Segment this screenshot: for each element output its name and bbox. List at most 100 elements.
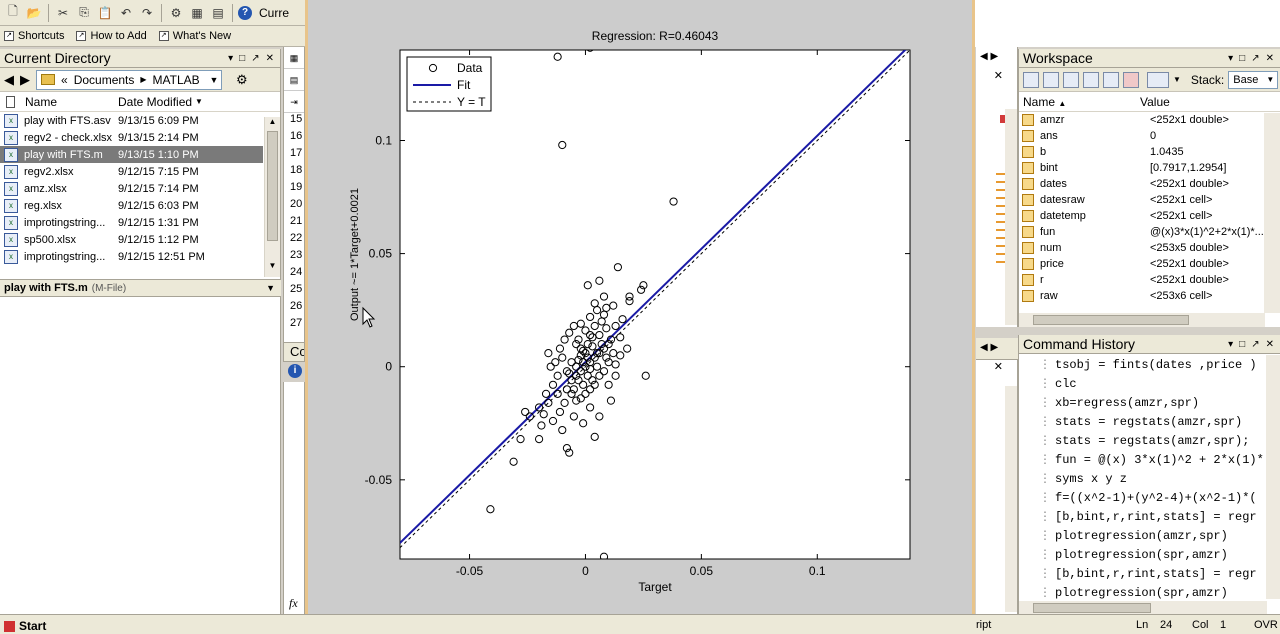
file-row[interactable]: x regv2 - check.xlsx 9/13/15 2:14 PM [0, 129, 263, 146]
workspace-variable-row[interactable]: raw <253x6 cell> [1019, 288, 1280, 304]
history-entry[interactable]: ⋮ tsobj = fints(dates ,price ) [1019, 355, 1280, 374]
copy-icon[interactable]: ⎘ [79, 5, 89, 19]
cut-icon[interactable]: ✂ [57, 5, 69, 20]
file-row[interactable]: x play with FTS.m 9/13/15 1:10 PM [0, 146, 263, 163]
shortcut-shortcuts[interactable]: ↗ Shortcuts [4, 30, 64, 42]
stack-select[interactable]: Base ▼ [1228, 70, 1279, 89]
history-entry[interactable]: ⋮ stats = regstats(amzr,spr); [1019, 431, 1280, 450]
history-hscroll[interactable] [1019, 601, 1267, 615]
workspace-variable-row[interactable]: bint [0.7917,1.2954] [1019, 160, 1280, 176]
back-arrow-icon[interactable]: ◀ ▶ [980, 51, 999, 62]
history-entry[interactable]: ⋮ stats = regstats(amzr,spr) [1019, 412, 1280, 431]
editor-tab-icon[interactable]: ▦ [284, 47, 304, 69]
scroll-down-icon[interactable]: ▼ [268, 261, 277, 270]
open-folder-icon[interactable]: 📂 [26, 5, 42, 20]
path-segment[interactable]: MATLAB [152, 72, 200, 87]
hscroll-thumb[interactable] [1033, 603, 1151, 613]
history-entry[interactable]: ⋮ plotregression(spr,amzr) [1019, 583, 1280, 602]
editor-tab-icon[interactable]: ⇥ [284, 91, 304, 113]
file-row[interactable]: x play with FTS.asv 9/13/15 6:09 PM [0, 112, 263, 129]
column-name-header[interactable]: Name [25, 94, 58, 109]
panel-close-icon[interactable]: ✕ [993, 361, 1003, 373]
close-icon[interactable]: ✕ [1265, 52, 1274, 64]
maximize-icon[interactable]: □ [239, 52, 246, 64]
path-segment[interactable]: Documents [73, 72, 135, 87]
chevron-down-icon[interactable]: ▼ [209, 74, 219, 85]
panel-menu-icon[interactable]: ▾ [1228, 338, 1234, 350]
workspace-variable-row[interactable]: datetemp <252x1 cell> [1019, 208, 1280, 224]
hscroll-thumb[interactable] [1033, 315, 1189, 325]
editor-scrollbar[interactable] [1005, 109, 1017, 325]
chevron-down-icon[interactable]: ▼ [1173, 75, 1181, 84]
new-file-icon[interactable]: 🗋 [8, 4, 18, 18]
history-entry[interactable]: ⋮ fun = @(x) 3*x(1)^2 + 2*x(1)* [1019, 450, 1280, 469]
import-data-icon[interactable] [1063, 71, 1079, 88]
undock-icon[interactable]: ↗ [1251, 52, 1260, 64]
workspace-variable-row[interactable]: price <252x1 double> [1019, 256, 1280, 272]
start-button[interactable]: Start [0, 618, 50, 634]
history-entry[interactable]: ⋮ clc [1019, 374, 1280, 393]
print-icon[interactable] [1103, 71, 1119, 88]
workspace-variable-row[interactable]: r <252x1 double> [1019, 272, 1280, 288]
workspace-variable-row[interactable]: ans 0 [1019, 128, 1280, 144]
scroll-up-icon[interactable]: ▲ [268, 117, 277, 126]
history-entry[interactable]: ⋮ [b,bint,r,rint,stats] = regr [1019, 564, 1280, 583]
command-window[interactable] [283, 382, 305, 614]
panel-close-icon[interactable]: ✕ [993, 70, 1003, 82]
help-icon[interactable]: ? [238, 5, 252, 20]
fx-icon[interactable]: fx [289, 596, 298, 610]
column-date-header[interactable]: Date Modified [118, 94, 193, 109]
save-workspace-icon[interactable] [1083, 71, 1099, 88]
undo-icon[interactable]: ↶ [120, 5, 132, 20]
profiler-icon[interactable]: ▤ [212, 5, 224, 20]
file-row[interactable]: x improtingstring... 9/12/15 1:31 PM [0, 214, 263, 231]
open-variable-icon[interactable] [1043, 71, 1059, 88]
delete-icon[interactable] [1123, 71, 1139, 88]
history-entry[interactable]: ⋮ plotregression(amzr,spr) [1019, 526, 1280, 545]
shortcut-how-to-add[interactable]: ↗ How to Add [76, 30, 147, 42]
file-row[interactable]: x improtingstring... 9/12/15 12:51 PM [0, 248, 263, 265]
gear-icon[interactable]: ⚙ [236, 71, 248, 87]
panel-menu-icon[interactable]: ▾ [228, 52, 234, 64]
workspace-variable-row[interactable]: num <253x5 double> [1019, 240, 1280, 256]
workspace-variable-row[interactable]: amzr <252x1 double> [1019, 112, 1280, 128]
undock-icon[interactable]: ↗ [1251, 338, 1260, 350]
path-dropdown[interactable]: « Documents ▶ MATLAB ▼ [36, 69, 222, 90]
file-row[interactable]: x sp500.xlsx 9/12/15 1:12 PM [0, 231, 263, 248]
maximize-icon[interactable]: □ [1239, 338, 1246, 350]
paste-icon[interactable]: 📋 [97, 5, 113, 20]
column-name-header[interactable]: Name ▲ [1023, 94, 1067, 109]
close-icon[interactable]: ✕ [1265, 338, 1274, 350]
new-variable-icon[interactable] [1023, 71, 1039, 88]
close-icon[interactable]: ✕ [265, 52, 274, 64]
history-entry[interactable]: ⋮ plotregression(spr,amzr) [1019, 545, 1280, 564]
file-list-scrollbar[interactable]: ▲ ▼ [264, 117, 280, 277]
history-vscroll[interactable] [1266, 355, 1280, 599]
editor-tab-icon[interactable]: ▤ [284, 69, 304, 91]
simulink-icon[interactable]: ⚙ [170, 5, 182, 20]
workspace-variable-row[interactable]: b 1.0435 [1019, 144, 1280, 160]
shortcut-whats-new[interactable]: ↗ What's New [158, 30, 231, 42]
column-value-header[interactable]: Value [1140, 94, 1170, 109]
workspace-variable-row[interactable]: dates <252x1 double> [1019, 176, 1280, 192]
redo-icon[interactable]: ↷ [141, 5, 153, 20]
panel-menu-icon[interactable]: ▾ [1228, 52, 1234, 64]
editor-scrollbar[interactable] [1005, 386, 1017, 612]
back-arrow-icon[interactable]: ◀ [4, 71, 14, 87]
forward-arrow-icon[interactable]: ▶ [20, 71, 30, 87]
undock-icon[interactable]: ↗ [251, 52, 260, 64]
chevron-down-icon[interactable]: ▼ [266, 283, 275, 293]
history-entry[interactable]: ⋮ [b,bint,r,rint,stats] = regr [1019, 507, 1280, 526]
workspace-hscroll[interactable] [1019, 313, 1265, 327]
history-entry[interactable]: ⋮ f=((x^2-1)+(y^2-4)+(x^2-1)*( [1019, 488, 1280, 507]
file-row[interactable]: x reg.xlsx 9/12/15 6:03 PM [0, 197, 263, 214]
file-row[interactable]: x regv2.xlsx 9/12/15 7:15 PM [0, 163, 263, 180]
guide-icon[interactable]: ▦ [191, 5, 203, 20]
workspace-vscroll[interactable] [1264, 113, 1280, 313]
scroll-thumb[interactable] [267, 131, 278, 241]
history-entry[interactable]: ⋮ syms x y z [1019, 469, 1280, 488]
workspace-variable-row[interactable]: fun @(x)3*x(1)^2+2*x(1)*... [1019, 224, 1280, 240]
plot-select-icon[interactable] [1147, 71, 1169, 88]
workspace-variable-row[interactable]: datesraw <252x1 cell> [1019, 192, 1280, 208]
history-entry[interactable]: ⋮ xb=regress(amzr,spr) [1019, 393, 1280, 412]
